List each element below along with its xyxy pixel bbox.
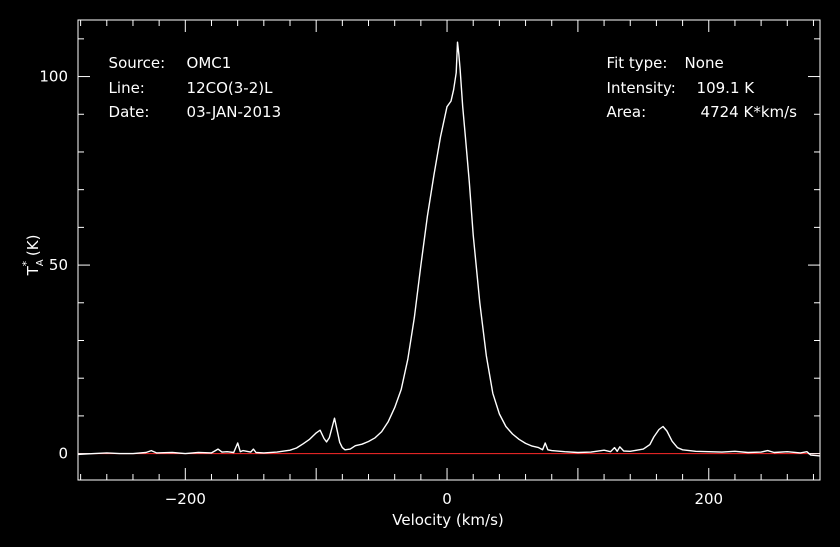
date-row: Date: 03-JAN-2013 xyxy=(99,85,282,121)
area-value: 4724 K*km/s xyxy=(700,103,797,121)
line-value: 12CO(3-2)L xyxy=(186,79,273,97)
y-tick-label: 100 xyxy=(39,68,68,86)
spectrum-line xyxy=(77,41,821,457)
source-label: Source: xyxy=(108,54,166,72)
x-tick-label: 0 xyxy=(442,490,452,508)
source-row: Source: OMC1 xyxy=(99,36,232,72)
source-value: OMC1 xyxy=(186,54,232,72)
plot-area xyxy=(77,19,821,481)
date-label: Date: xyxy=(108,103,150,121)
plot-frame xyxy=(77,19,821,481)
x-axis-label: Velocity (km/s) xyxy=(392,511,503,529)
fit-type-label: Fit type: xyxy=(606,54,668,72)
date-value: 03-JAN-2013 xyxy=(186,103,282,121)
line-label: Line: xyxy=(108,79,145,97)
line-row: Line: 12CO(3-2)L xyxy=(99,61,273,97)
intensity-value: 109.1 K xyxy=(696,79,755,97)
intensity-label: Intensity: xyxy=(606,79,676,97)
area-label: Area: xyxy=(606,103,647,121)
y-axis: 0 50 100 xyxy=(39,38,820,463)
x-tick-label: −200 xyxy=(165,490,206,508)
area-row: Area: 4724 K*km/s xyxy=(597,85,797,121)
y-axis-label: TA* (K) xyxy=(20,235,46,277)
intensity-row: Intensity: 109.1 K xyxy=(597,61,755,97)
x-axis: −200 0 200 xyxy=(80,20,814,508)
y-tick-label: 50 xyxy=(49,256,68,274)
fit-type-row: Fit type: None xyxy=(597,36,724,72)
svg-text:TA* (K): TA* (K) xyxy=(20,235,46,277)
x-tick-label: 200 xyxy=(694,490,723,508)
fit-type-value: None xyxy=(684,54,724,72)
y-tick-label: 0 xyxy=(58,445,68,463)
